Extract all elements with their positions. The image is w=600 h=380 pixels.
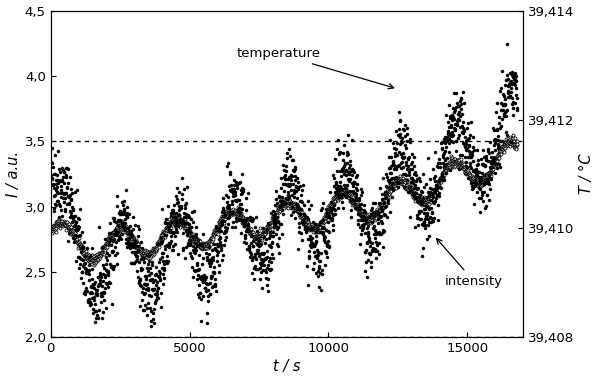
Y-axis label: T / °C: T / °C <box>580 154 595 194</box>
Text: temperature: temperature <box>236 47 394 89</box>
Text: intensity: intensity <box>437 239 503 288</box>
Y-axis label: I / a.u.: I / a.u. <box>5 151 20 197</box>
X-axis label: t / s: t / s <box>273 359 301 374</box>
